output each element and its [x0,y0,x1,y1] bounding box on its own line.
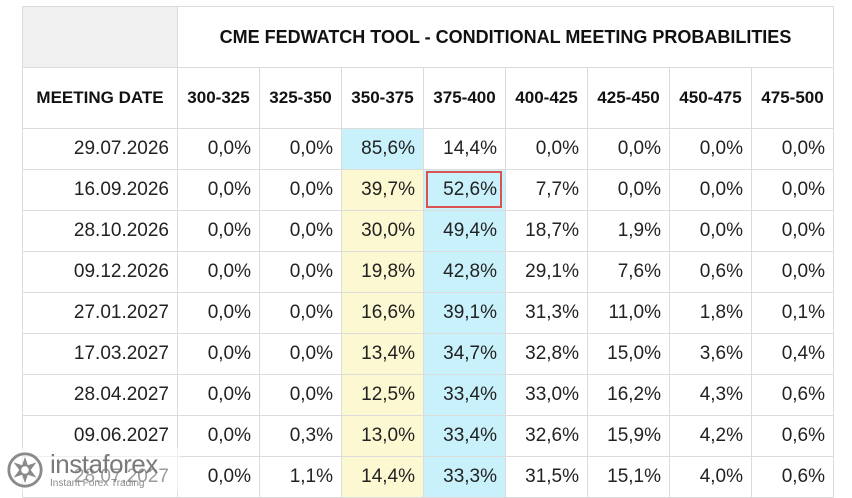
probability-cell: 1,9% [588,211,670,252]
probability-cell: 7,6% [588,252,670,293]
probability-cell: 0,0% [178,457,260,498]
probability-cell: 0,6% [752,416,834,457]
probability-cell: 13,0% [342,416,424,457]
fedwatch-probability-table: CME FEDWATCH TOOL - CONDITIONAL MEETING … [22,6,834,498]
probability-cell: 15,1% [588,457,670,498]
probability-cell: 0,0% [670,211,752,252]
meeting-date-header: MEETING DATE [22,68,178,129]
probability-cell: 42,8% [424,252,506,293]
probability-cell: 13,4% [342,334,424,375]
probability-cell: 30,0% [342,211,424,252]
meeting-date: 28.04.2027 [22,375,178,416]
instaforex-watermark: instaforex Instant Forex Trading [2,448,180,492]
probability-cell: 0,6% [752,457,834,498]
probability-cell: 4,2% [670,416,752,457]
meeting-date: 29.07.2026 [22,129,178,170]
column-header: 475-500 [752,68,834,129]
probability-cell: 33,0% [506,375,588,416]
probability-cell: 0,0% [260,293,342,334]
column-header: 400-425 [506,68,588,129]
probability-cell: 12,5% [342,375,424,416]
probability-cell: 0,0% [670,170,752,211]
probability-cell: 0,0% [178,252,260,293]
probability-cell: 4,0% [670,457,752,498]
probability-cell: 0,0% [506,129,588,170]
probability-cell: 0,0% [260,170,342,211]
probability-cell: 0,0% [260,375,342,416]
probability-cell: 16,6% [342,293,424,334]
probability-cell: 15,9% [588,416,670,457]
probability-cell: 4,3% [670,375,752,416]
probability-cell: 1,8% [670,293,752,334]
column-header: 375-400 [424,68,506,129]
probability-cell: 49,4% [424,211,506,252]
table-corner [22,6,178,68]
column-header: 450-475 [670,68,752,129]
column-header: 425-450 [588,68,670,129]
probability-cell: 0,3% [260,416,342,457]
probability-cell: 0,6% [752,375,834,416]
probability-cell: 33,4% [424,375,506,416]
column-header: 300-325 [178,68,260,129]
probability-cell: 0,0% [178,334,260,375]
probability-cell: 11,0% [588,293,670,334]
probability-cell: 0,0% [588,129,670,170]
probability-cell: 0,0% [752,252,834,293]
probability-cell: 3,6% [670,334,752,375]
probability-cell: 7,7% [506,170,588,211]
probability-cell: 29,1% [506,252,588,293]
probability-cell: 0,0% [260,334,342,375]
probability-cell: 0,0% [178,129,260,170]
column-header: 325-350 [260,68,342,129]
probability-cell: 85,6% [342,129,424,170]
probability-cell: 0,4% [752,334,834,375]
probability-cell: 39,1% [424,293,506,334]
probability-cell: 15,0% [588,334,670,375]
probability-cell: 31,3% [506,293,588,334]
watermark-brand: instaforex [50,449,158,479]
probability-cell: 0,0% [588,170,670,211]
column-header: 350-375 [342,68,424,129]
probability-cell: 0,0% [752,170,834,211]
probability-cell: 0,0% [670,129,752,170]
probability-cell: 0,0% [260,252,342,293]
probability-cell: 0,6% [670,252,752,293]
table-title: CME FEDWATCH TOOL - CONDITIONAL MEETING … [178,6,834,68]
meeting-date: 09.12.2026 [22,252,178,293]
meeting-date: 16.09.2026 [22,170,178,211]
probability-cell: 0,0% [752,211,834,252]
probability-cell: 39,7% [342,170,424,211]
probability-cell: 14,4% [342,457,424,498]
meeting-date: 17.03.2027 [22,334,178,375]
probability-cell: 32,8% [506,334,588,375]
probability-cell: 0,0% [178,211,260,252]
probability-cell: 0,0% [178,293,260,334]
probability-cell: 34,7% [424,334,506,375]
probability-cell: 0,0% [260,211,342,252]
probability-cell: 19,8% [342,252,424,293]
meeting-date: 27.01.2027 [22,293,178,334]
probability-cell: 32,6% [506,416,588,457]
probability-cell: 31,5% [506,457,588,498]
probability-cell: 0,0% [178,170,260,211]
watermark-tagline: Instant Forex Trading [50,478,145,489]
probability-cell: 0,0% [178,375,260,416]
probability-cell: 14,4% [424,129,506,170]
probability-cell: 0,1% [752,293,834,334]
probability-cell: 1,1% [260,457,342,498]
probability-cell: 18,7% [506,211,588,252]
probability-cell: 33,3% [424,457,506,498]
probability-cell: 16,2% [588,375,670,416]
instaforex-logo-icon [7,452,43,488]
probability-cell: 0,0% [752,129,834,170]
probability-cell: 0,0% [178,416,260,457]
probability-cell: 33,4% [424,416,506,457]
probability-cell: 0,0% [260,129,342,170]
meeting-date: 28.10.2026 [22,211,178,252]
probability-cell: 52,6% [424,170,506,211]
